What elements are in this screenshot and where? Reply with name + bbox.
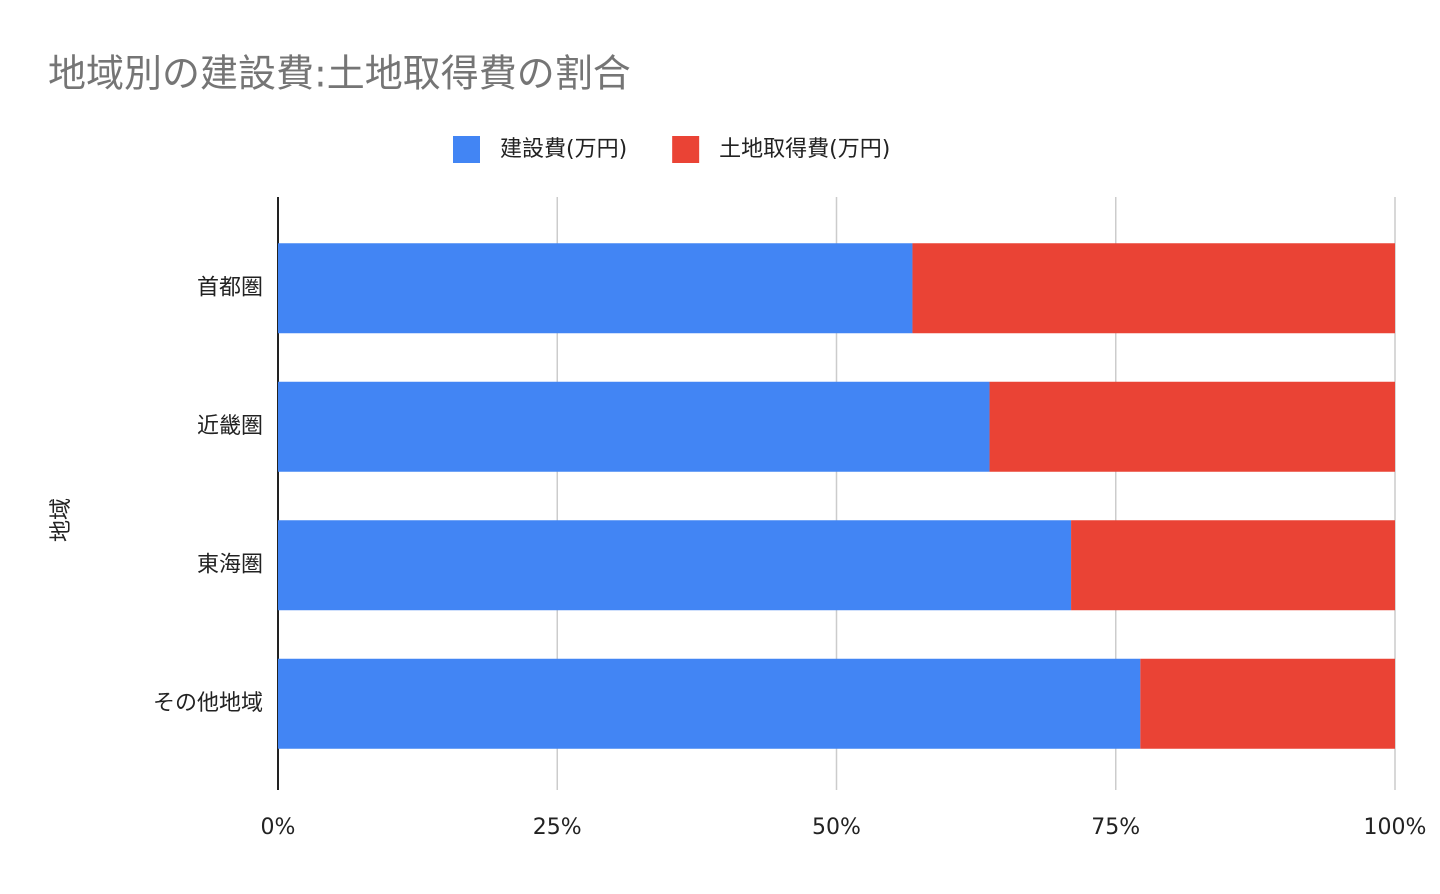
y-tick-label: 首都圏 — [197, 275, 263, 300]
y-axis-title: 地域 — [49, 498, 74, 542]
bar-segment — [278, 658, 1141, 749]
bar-segment — [278, 243, 913, 334]
legend-label: 建設費(万円) — [500, 137, 627, 162]
bar-segment — [278, 381, 990, 472]
chart-title: 地域別の建設費:土地取得費の割合 — [48, 52, 631, 96]
bar-segment — [1071, 520, 1395, 611]
legend-label: 土地取得費(万円) — [719, 137, 890, 162]
x-tick-label: 75% — [1091, 815, 1140, 840]
x-tick-label: 0% — [261, 815, 296, 840]
x-tick-label: 100% — [1364, 815, 1427, 840]
legend-swatch — [672, 136, 700, 163]
y-tick-label: 近畿圏 — [197, 414, 263, 439]
bar-segment — [912, 243, 1395, 334]
x-tick-label: 25% — [533, 815, 582, 840]
y-tick-label: その他地域 — [153, 691, 263, 716]
bar-segment — [278, 520, 1072, 611]
y-tick-label: 東海圏 — [197, 552, 263, 577]
legend-swatch — [453, 136, 480, 163]
x-tick-label: 50% — [812, 815, 861, 840]
bar-segment — [989, 381, 1395, 472]
bar-segment — [1140, 658, 1395, 749]
